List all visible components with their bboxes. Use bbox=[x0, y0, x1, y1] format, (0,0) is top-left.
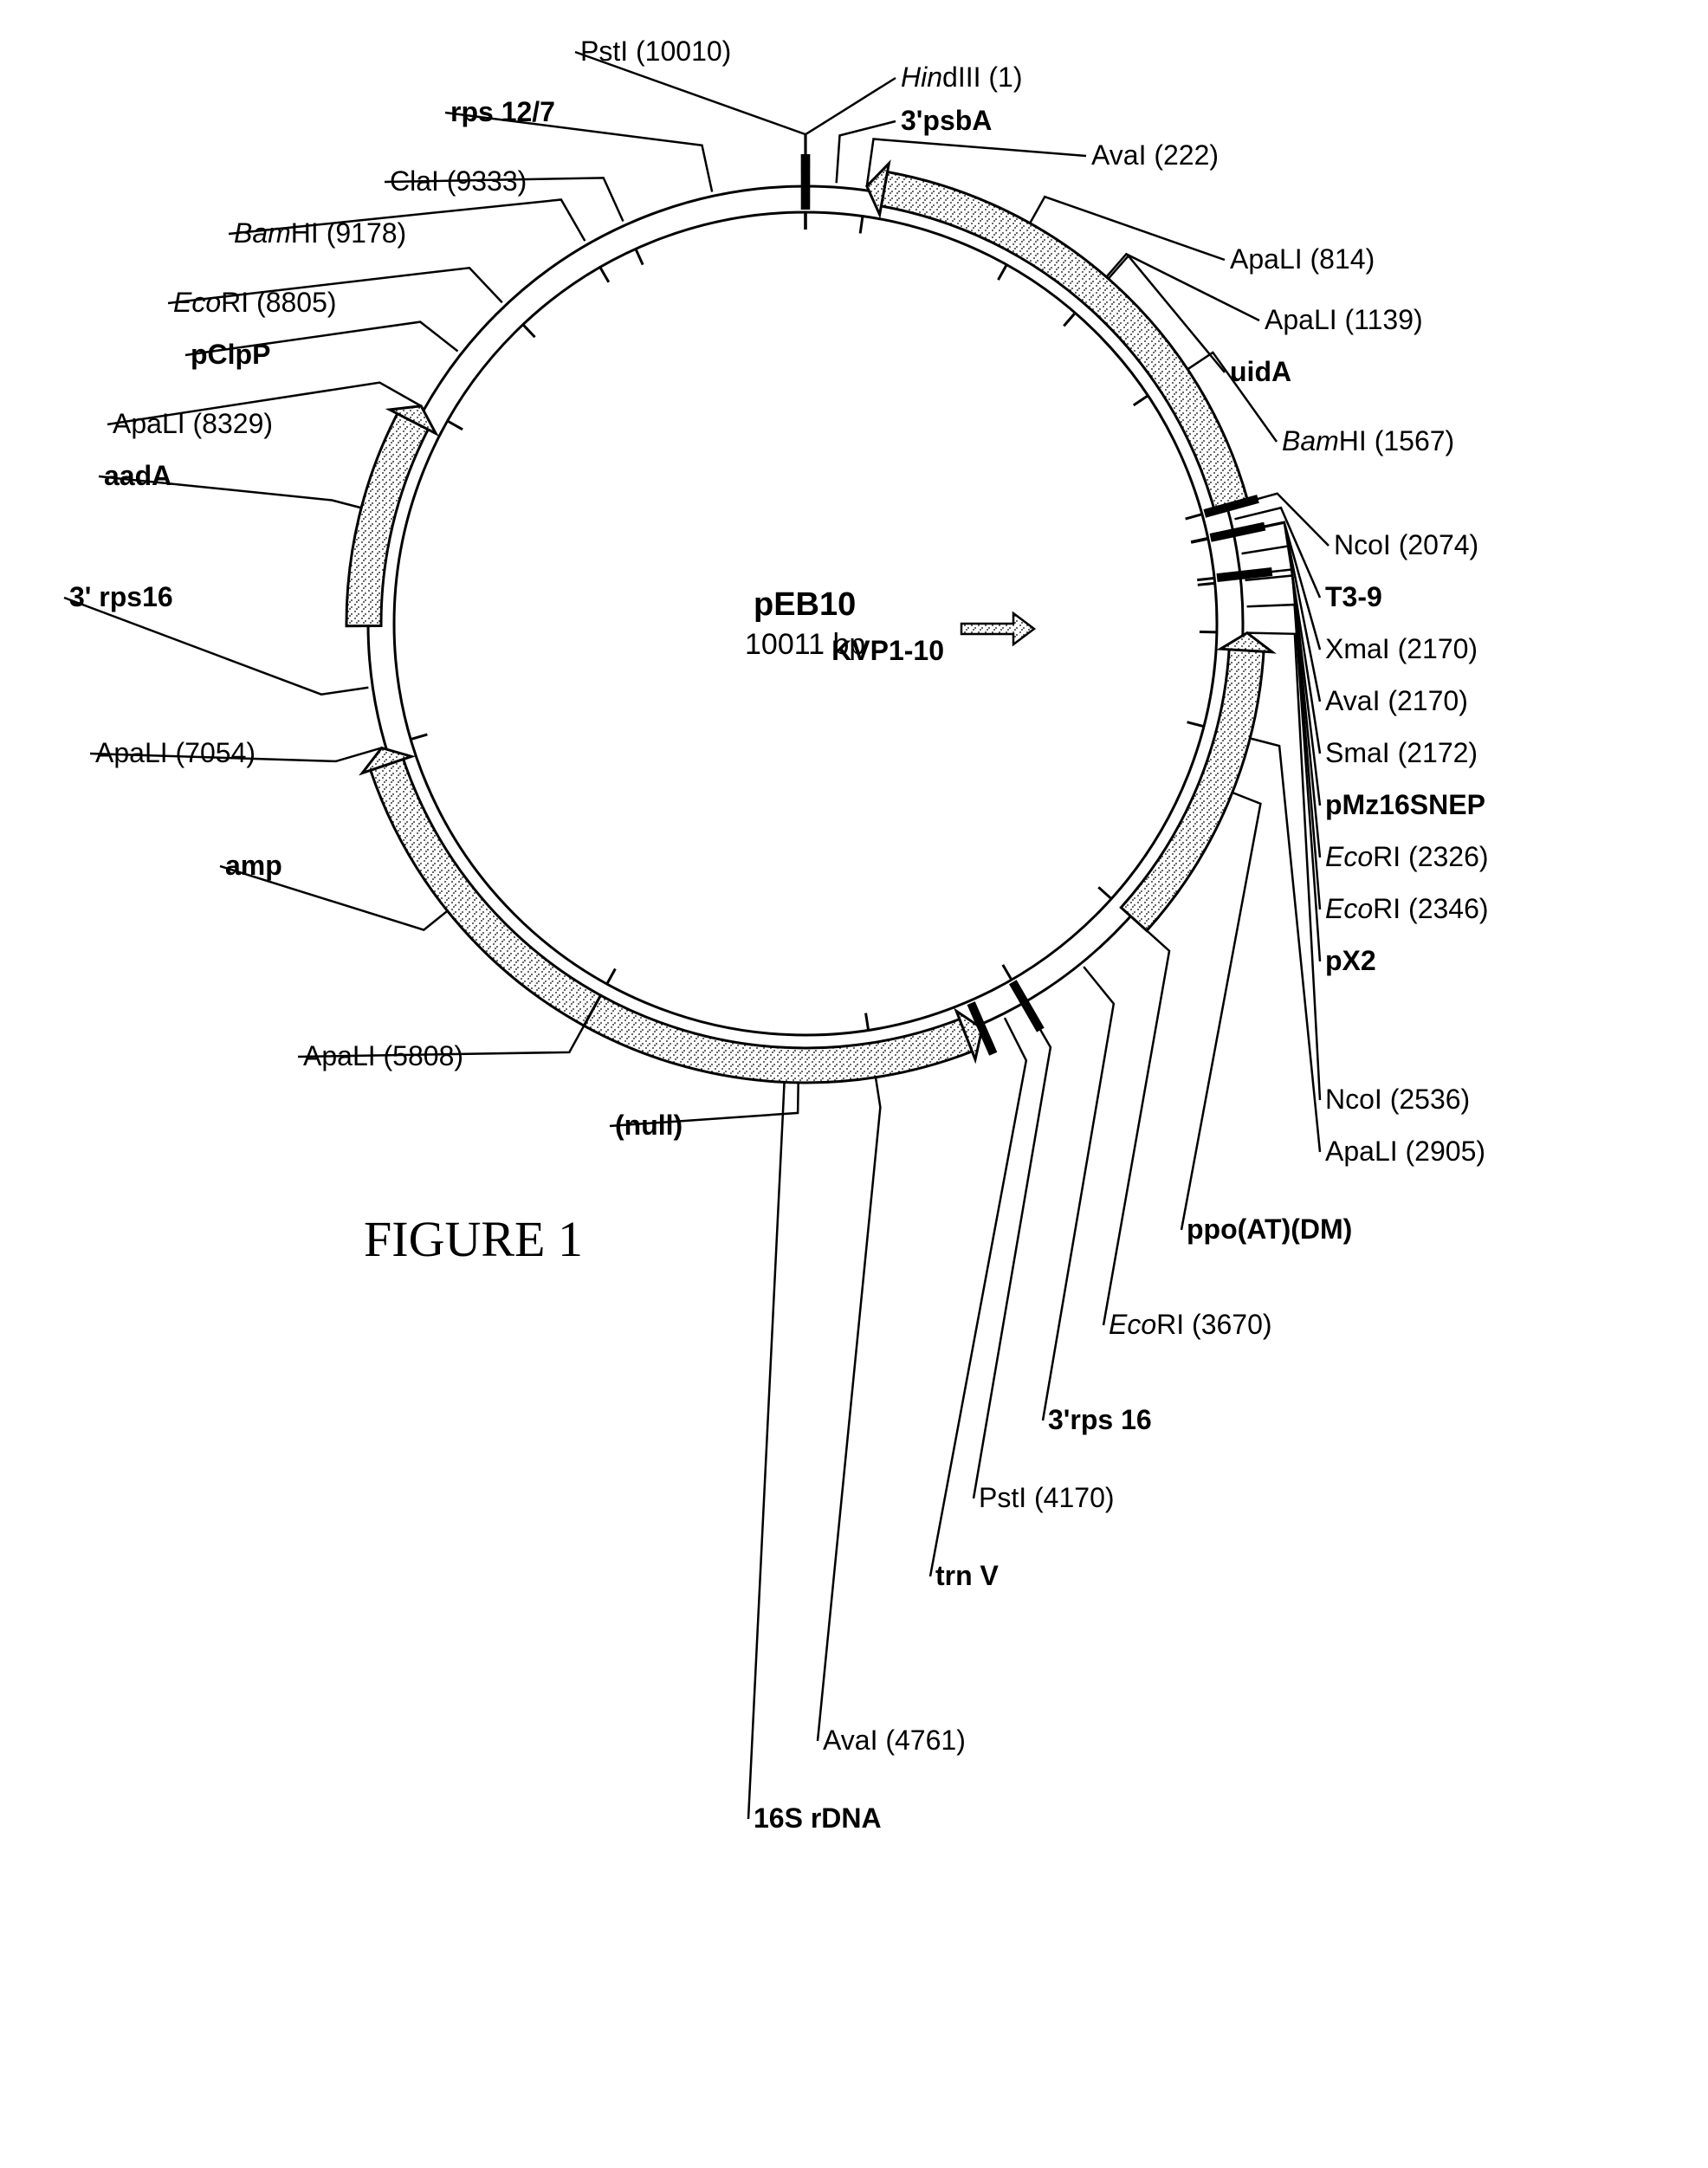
label-uidA: uidA bbox=[1230, 356, 1291, 387]
label-ApaLI (5808): ApaLI (5808) bbox=[303, 1040, 463, 1071]
tick bbox=[448, 421, 463, 430]
leader bbox=[805, 78, 896, 182]
tick bbox=[1064, 313, 1075, 326]
label-aadA: aadA bbox=[104, 460, 171, 491]
label-ApaLI (2905): ApaLI (2905) bbox=[1325, 1136, 1485, 1167]
inner-arrow-kvp: KVP1-10 bbox=[831, 613, 1034, 666]
label-ClaI (9333): ClaI (9333) bbox=[390, 165, 527, 197]
label-EcoRI (2346): EcoRI (2346) bbox=[1325, 893, 1489, 924]
label-SmaI (2172): SmaI (2172) bbox=[1325, 737, 1478, 768]
label-pClpP: pClpP bbox=[191, 339, 270, 370]
tick bbox=[1134, 396, 1148, 405]
feature-arc-amp bbox=[371, 760, 601, 1026]
label-XmaI (2170): XmaI (2170) bbox=[1325, 633, 1478, 664]
tick bbox=[860, 217, 863, 234]
ring-inner bbox=[394, 212, 1217, 1035]
label-3'rps 16: 3'rps 16 bbox=[1048, 1404, 1152, 1435]
label-amp: amp bbox=[225, 850, 282, 881]
feature-arc-uidA bbox=[881, 171, 1248, 510]
tick bbox=[1098, 887, 1111, 898]
label-AvaI (4761): AvaI (4761) bbox=[823, 1725, 966, 1756]
label-ApaLI (814): ApaLI (814) bbox=[1230, 243, 1375, 275]
tick bbox=[523, 325, 535, 338]
boundary-bar bbox=[1217, 572, 1272, 578]
label-trn V: trn V bbox=[935, 1560, 1000, 1591]
leader bbox=[748, 1065, 785, 1819]
label-AvaI (222): AvaI (222) bbox=[1091, 139, 1219, 171]
label-pMz16SNEP: pMz16SNEP bbox=[1325, 789, 1485, 820]
label-NcoI (2536): NcoI (2536) bbox=[1325, 1084, 1470, 1115]
label-HindIII (1): HindIII (1) bbox=[901, 61, 1022, 93]
label-16S rDNA: 16S rDNA bbox=[754, 1802, 882, 1834]
tick bbox=[600, 267, 609, 282]
tick bbox=[1003, 965, 1012, 980]
tick bbox=[1191, 539, 1208, 542]
boundary-bar bbox=[1211, 527, 1265, 538]
tick bbox=[411, 735, 427, 740]
label-rps 12/7: rps 12/7 bbox=[450, 96, 555, 127]
plasmid-name: pEB10 bbox=[754, 586, 856, 623]
label-EcoRI (3670): EcoRI (3670) bbox=[1109, 1309, 1272, 1340]
label-ApaLI (1139): ApaLI (1139) bbox=[1265, 304, 1423, 335]
label-NcoI (2074): NcoI (2074) bbox=[1334, 529, 1478, 560]
tick bbox=[607, 968, 616, 984]
feature-arc-ppo(AT)(DM) bbox=[1121, 650, 1264, 931]
tick bbox=[866, 1013, 869, 1031]
leader bbox=[1103, 919, 1169, 1325]
label-ApaLI (8329): ApaLI (8329) bbox=[113, 408, 273, 439]
label-(null): (null) bbox=[615, 1110, 683, 1141]
label-BamHI (1567): BamHI (1567) bbox=[1282, 425, 1454, 456]
leader bbox=[575, 52, 805, 182]
label-ApaLI (7054): ApaLI (7054) bbox=[95, 737, 256, 768]
label-EcoRI (2326): EcoRI (2326) bbox=[1325, 841, 1489, 872]
tick bbox=[998, 265, 1006, 280]
label-PstI (4170): PstI (4170) bbox=[979, 1482, 1115, 1513]
plasmid-map-svg: pEB1010011 bpKVP1-10PstI (10010)HindIII … bbox=[0, 0, 1708, 2168]
tick bbox=[1187, 722, 1204, 727]
label-3'psbA: 3'psbA bbox=[901, 105, 992, 136]
label-pX2: pX2 bbox=[1325, 945, 1376, 976]
label-EcoRI (8805): EcoRI (8805) bbox=[173, 287, 337, 318]
figure-title: FIGURE 1 bbox=[364, 1211, 583, 1267]
label-BamHI (9178): BamHI (9178) bbox=[234, 217, 406, 249]
label-PstI (10010): PstI (10010) bbox=[580, 36, 731, 67]
leader bbox=[818, 1060, 880, 1741]
tick bbox=[1186, 514, 1202, 519]
label-AvaI (2170): AvaI (2170) bbox=[1325, 685, 1468, 716]
label-T3-9: T3-9 bbox=[1325, 581, 1382, 612]
feature-arc-aadA bbox=[346, 414, 428, 626]
tick bbox=[1198, 583, 1215, 585]
feature-arrowhead-ppo(AT)(DM) bbox=[1220, 633, 1272, 652]
label-3' rps16: 3' rps16 bbox=[69, 581, 173, 612]
kvp-label: KVP1-10 bbox=[831, 635, 944, 666]
label-ppo(AT)(DM): ppo(AT)(DM) bbox=[1187, 1213, 1352, 1245]
leader bbox=[1233, 734, 1320, 1152]
tick bbox=[1197, 578, 1214, 579]
tick bbox=[636, 249, 643, 264]
leader bbox=[974, 1006, 1051, 1498]
feature-arc-16S rDNA bbox=[584, 995, 972, 1083]
leader bbox=[1043, 967, 1114, 1421]
leader bbox=[1238, 522, 1320, 650]
